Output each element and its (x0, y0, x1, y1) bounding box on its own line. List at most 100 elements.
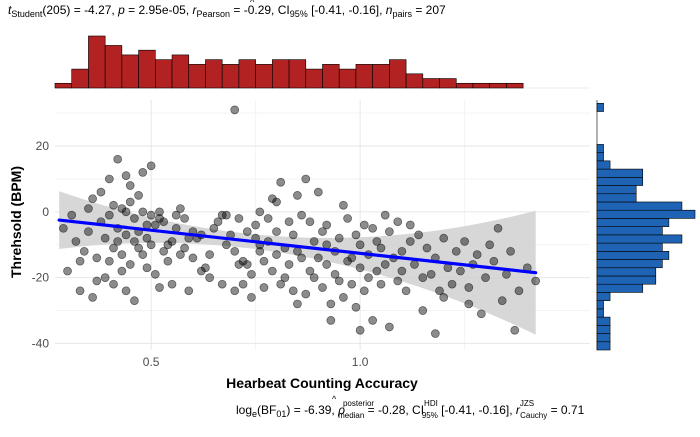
data-point (205, 273, 214, 282)
data-point (171, 210, 181, 220)
data-point (217, 279, 227, 289)
data-point (88, 293, 97, 302)
data-point (130, 296, 139, 306)
data-point (410, 260, 419, 269)
data-point (104, 210, 114, 220)
data-point (464, 283, 474, 292)
x-histogram-bar (171, 54, 190, 89)
data-point (435, 286, 444, 296)
data-point (130, 237, 139, 246)
y-histogram-bar (596, 193, 637, 203)
y-histogram-bar (596, 185, 637, 195)
x-histogram-bar (405, 73, 424, 89)
data-point (100, 233, 110, 243)
data-point (222, 240, 231, 250)
data-point (431, 329, 440, 338)
data-point (163, 256, 173, 266)
data-point (439, 293, 449, 302)
data-point (280, 273, 290, 282)
x-histogram-bar (104, 45, 123, 89)
data-point (134, 191, 143, 200)
y-histogram-bar (596, 218, 670, 227)
data-point (117, 266, 127, 276)
data-point (121, 207, 131, 217)
data-point (376, 243, 386, 253)
data-point (372, 237, 382, 246)
data-point (155, 207, 164, 217)
data-point (113, 237, 123, 246)
data-point (359, 220, 369, 230)
x-tick-label: 1.0 (352, 355, 369, 369)
data-point (313, 187, 323, 197)
data-point (71, 237, 81, 246)
data-point (100, 273, 110, 282)
x-histogram-bar (288, 59, 307, 89)
x-histogram-bar (54, 82, 73, 89)
data-point (142, 263, 152, 273)
data-point (502, 269, 511, 279)
data-point (397, 246, 407, 256)
x-histogram-bar (121, 54, 139, 89)
data-point (155, 283, 164, 292)
x-histogram-bar (188, 64, 206, 89)
data-point (326, 316, 336, 325)
data-point (318, 227, 327, 236)
x-histogram-bar (205, 59, 223, 89)
data-point (476, 309, 486, 319)
data-point (75, 256, 85, 266)
y-histogram-bar (596, 333, 611, 343)
data-point (242, 260, 252, 269)
data-point (259, 283, 269, 292)
data-point (121, 230, 131, 240)
y-tick-label: -40 (32, 336, 50, 350)
x-histogram-bar (389, 59, 407, 89)
x-histogram-bar (506, 82, 524, 89)
data-point (351, 230, 361, 240)
data-point (334, 233, 344, 243)
data-point (75, 286, 85, 296)
data-point (150, 220, 160, 230)
x-histogram-bar (88, 35, 106, 89)
data-point (59, 223, 68, 233)
data-point (397, 266, 407, 276)
x-histogram-bar (439, 78, 457, 89)
data-point (364, 273, 373, 282)
confidence-band (59, 191, 536, 335)
y-histogram-bar (596, 341, 611, 351)
data-point (255, 246, 265, 256)
data-point (180, 214, 189, 223)
data-point (385, 227, 394, 236)
data-point (121, 286, 131, 296)
y-histogram-bar (596, 144, 604, 153)
data-point (276, 279, 286, 289)
data-point (67, 210, 77, 220)
data-point (405, 237, 415, 246)
y-tick-label: 20 (36, 139, 50, 153)
data-point (305, 266, 315, 276)
main-panel: 0.5 1.0 -40 -20 0 20 (32, 100, 590, 369)
data-point (134, 243, 143, 253)
data-point (339, 293, 348, 302)
rho-hat-mark: ^ (332, 394, 337, 404)
y-histogram-bar (596, 160, 611, 170)
data-point (230, 246, 240, 256)
data-point (92, 253, 102, 263)
data-point (309, 237, 319, 246)
data-point (222, 210, 231, 220)
data-point (355, 263, 365, 273)
data-point (368, 223, 378, 233)
x-histogram (54, 35, 590, 89)
data-point (63, 266, 72, 276)
data-point (201, 263, 210, 273)
data-point (267, 266, 277, 276)
data-point (393, 217, 403, 227)
data-point (322, 240, 332, 250)
data-point (184, 286, 194, 296)
x-histogram-bar (322, 64, 340, 89)
data-point (376, 279, 386, 289)
data-point (301, 174, 311, 184)
data-point (163, 240, 173, 250)
data-point (213, 217, 223, 227)
data-point (255, 207, 265, 217)
